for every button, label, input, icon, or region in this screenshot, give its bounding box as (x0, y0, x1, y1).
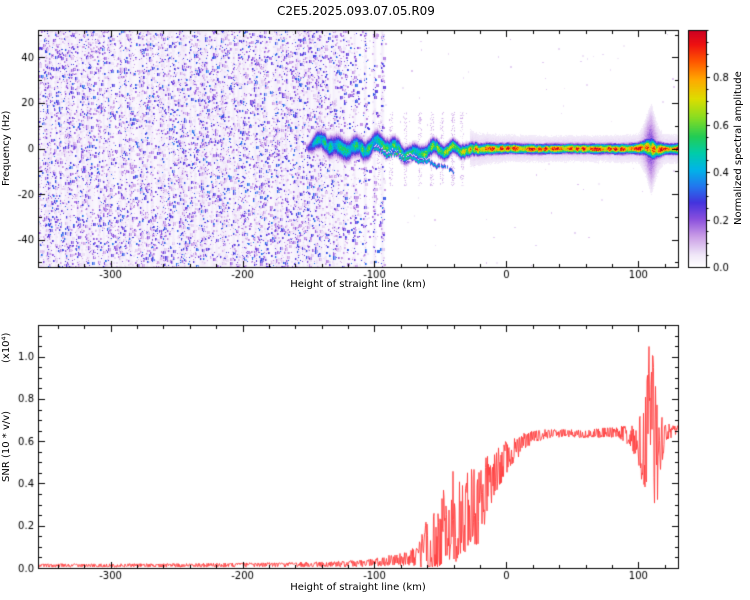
snr-scale-label: (x10⁴) (1, 332, 12, 364)
height-axis-label-bottom: Height of straight line (km) (290, 582, 426, 593)
height-axis-label-top: Height of straight line (km) (290, 279, 426, 290)
figure-title: C2E5.2025.093.07.05.R09 (277, 4, 435, 18)
frequency-axis-label: Frequency (Hz) (1, 110, 12, 187)
colorbar-label: Normalized spectral amplitude (733, 71, 744, 226)
